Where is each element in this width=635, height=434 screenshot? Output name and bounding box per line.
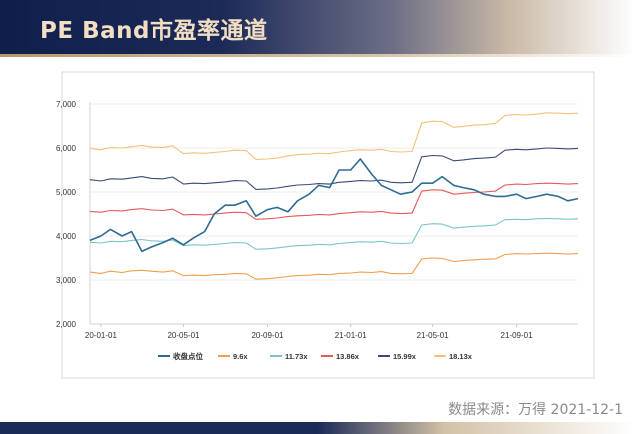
series-line-9.6x <box>89 252 579 280</box>
x-tick-label: 21-01-01 <box>335 331 368 340</box>
y-tick-label: 7,000 <box>56 100 77 109</box>
plot-frame <box>61 71 595 379</box>
y-tick-label: 6,000 <box>56 144 77 153</box>
legend-label: 9.6x <box>233 352 248 361</box>
legend-label: 收盘点位 <box>173 351 203 361</box>
y-tick-label: 3,000 <box>56 276 77 285</box>
header-bar: PE Band市盈率通道 <box>0 0 635 54</box>
series-line-15.99x <box>89 147 579 190</box>
footer-bar <box>0 422 635 434</box>
series-line-13.86x <box>89 182 579 220</box>
legend-label: 18.13x <box>449 352 473 361</box>
x-tick-label: 20-09-01 <box>251 331 284 340</box>
legend-label: 15.99x <box>393 352 417 361</box>
series-line-收盘点位 <box>89 158 579 253</box>
legend-label: 11.73x <box>285 352 308 361</box>
x-tick-label: 21-09-01 <box>501 331 534 340</box>
legend-label: 13.86x <box>336 352 360 361</box>
x-tick-label: 20-01-01 <box>85 331 118 340</box>
y-tick-label: 2,000 <box>56 320 77 329</box>
y-tick-label: 5,000 <box>56 188 77 197</box>
x-tick-label: 20-05-01 <box>167 331 200 340</box>
data-source: 数据来源：万得 2021-12-1 <box>448 402 623 418</box>
series-line-18.13x <box>89 112 579 160</box>
page-title: PE Band市盈率通道 <box>40 18 268 44</box>
x-tick-label: 21-05-01 <box>417 331 450 340</box>
series-line-11.73x <box>89 217 579 250</box>
y-tick-label: 4,000 <box>56 232 77 241</box>
header-divider <box>0 54 635 57</box>
